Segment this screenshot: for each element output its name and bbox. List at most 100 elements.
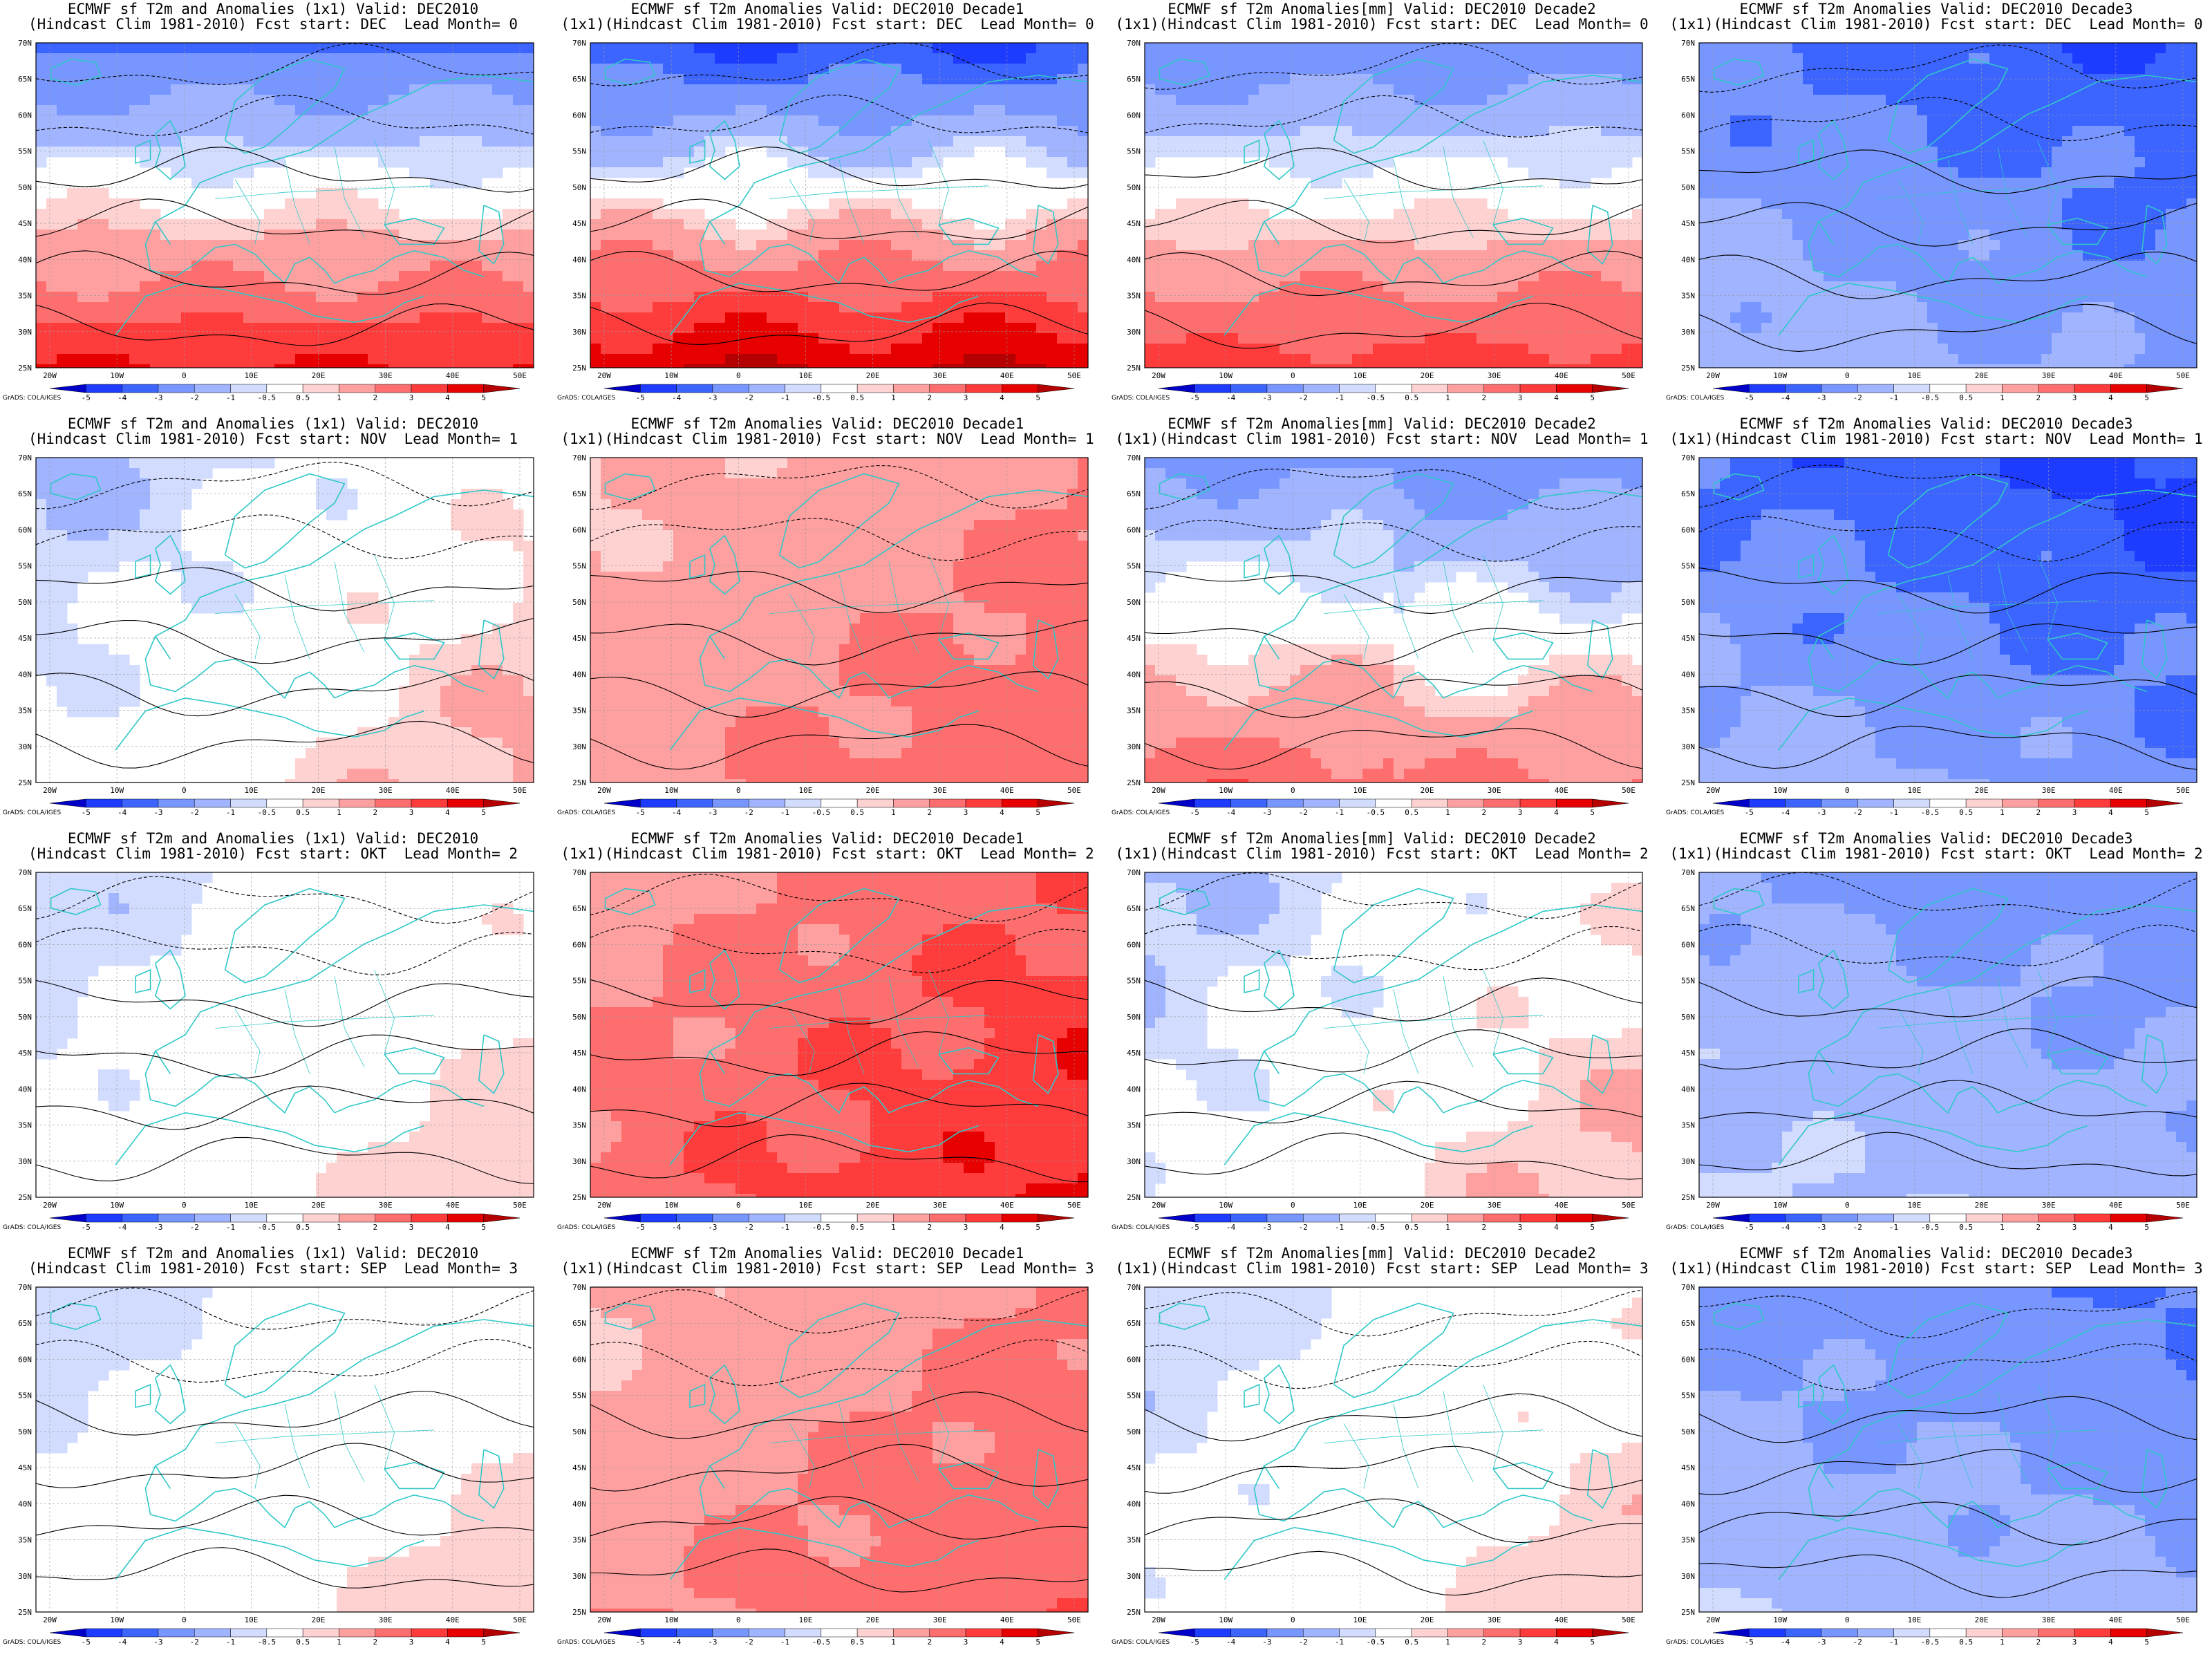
colorbar: -5 -4 -3 -2 -1 -0.5 0.5 1 2 3 4 5 [1712, 1628, 2184, 1647]
colorbar-tick-label: 4 [2108, 1223, 2113, 1232]
latitude-label: 50N [18, 183, 32, 192]
latitude-label: 60N [1681, 1355, 1695, 1364]
colorbar-swatch [603, 384, 641, 393]
latitude-label: 50N [1681, 598, 1695, 607]
colorbar-swatch [2038, 798, 2075, 808]
panel-subtitle: (1x1)(Hindcast Clim 1981-2010) Fcst star… [561, 431, 1094, 447]
longitude-label: 30E [933, 371, 947, 380]
colorbar-tick-label: -0.5 [258, 808, 276, 817]
colorbar-swatch [2038, 384, 2075, 393]
latitude-label: 40N [1127, 1499, 1141, 1508]
grads-credit: GrADS: COLA/IGES [1666, 1639, 1724, 1646]
colorbar-swatch [1483, 798, 1521, 808]
colorbar-swatch [1893, 1213, 1931, 1223]
country-borders [1878, 554, 2098, 659]
colorbar-swatch [122, 798, 159, 808]
colorbar-tick-label: -3 [708, 808, 717, 817]
colorbar-tick-label: -2 [1853, 393, 1862, 402]
longitude-label: 50E [513, 1615, 527, 1624]
colorbar-tick-label: 2 [1481, 1638, 1486, 1647]
colorbar-swatch [1821, 798, 1858, 808]
colorbar-tick-label: -2 [744, 1223, 753, 1232]
colorbar-tick-label: 3 [964, 1223, 968, 1232]
colorbar-swatch [640, 384, 677, 393]
country-borders [1324, 554, 1544, 659]
panel-title: ECMWF sf T2m Anomalies[mm] Valid: DEC201… [1168, 1245, 1596, 1262]
colorbar-tick-label: 3 [2072, 808, 2077, 817]
colorbar-tick-label: 2 [373, 1638, 377, 1647]
longitude-label: 0 [736, 1615, 741, 1624]
colorbar-swatch [1266, 384, 1304, 393]
colorbar-tick-label: 0.5 [1405, 393, 1418, 402]
colorbar-swatch [712, 798, 749, 808]
colorbar-tick-label: -2 [744, 1638, 753, 1647]
latitude-label: 50N [572, 598, 586, 607]
colorbar-swatch [785, 1213, 822, 1223]
colorbar-swatch [1556, 798, 1593, 808]
colorbar-swatch [1375, 798, 1412, 808]
longitude-label: 50E [2176, 371, 2190, 380]
colorbar-swatch [1929, 384, 1967, 393]
colorbar-tick-label: 3 [1518, 1223, 1523, 1232]
longitude-label: 50E [513, 1201, 527, 1210]
colorbar-swatch [2074, 384, 2111, 393]
colorbar-tick-label: -5 [636, 393, 645, 402]
anomaly-map: 70N 65N 60N 55N 50N 45N 40N 35N 30N 25N 20W 10W 0 10E… [1112, 868, 1643, 1232]
colorbar-tick-label: -2 [744, 393, 753, 402]
latitude-label: 30N [1127, 1157, 1141, 1166]
colorbar-swatch [375, 1628, 412, 1638]
latitude-label: 50N [572, 183, 586, 192]
colorbar-tick-label: 0.5 [1405, 1223, 1418, 1232]
colorbar-swatch [1712, 384, 1750, 393]
grads-credit: GrADS: COLA/IGES [1666, 809, 1724, 816]
coastlines [1713, 1302, 2197, 1580]
colorbar-tick-label: 3 [2072, 1638, 2077, 1647]
map-frame [1698, 457, 2197, 783]
colorbar-tick-label: -0.5 [1921, 1638, 1940, 1647]
latitude-label: 65N [1127, 489, 1141, 498]
colorbar-swatch [929, 384, 966, 393]
anomaly-shading [1699, 458, 2197, 782]
colorbar-tick-label: -0.5 [1367, 808, 1385, 817]
longitude-label: 40E [446, 1201, 460, 1210]
colorbar-swatch [266, 384, 303, 393]
map-frame [590, 457, 1089, 783]
colorbar-swatch [447, 1628, 484, 1638]
colorbar-tick-label: -4 [672, 1223, 682, 1232]
country-borders [215, 140, 435, 245]
colorbar-swatch [1002, 1213, 1038, 1223]
colorbar-swatch [1857, 798, 1894, 808]
colorbar-tick-label: 5 [2144, 1223, 2149, 1232]
colorbar-swatch [1519, 798, 1557, 808]
anomaly-map: 70N 65N 60N 55N 50N 45N 40N 35N 30N 25N 20W 10W 0 10E… [3, 1283, 534, 1647]
latitude-label: 35N [572, 706, 586, 715]
colorbar-tick-label: 3 [2072, 393, 2077, 402]
latitude-label: 55N [18, 977, 32, 986]
panel-title: ECMWF sf T2m Anomalies[mm] Valid: DEC201… [1168, 830, 1596, 847]
longitude-label: 20W [43, 1201, 57, 1210]
longitude-label: 30E [379, 786, 393, 795]
colorbar-tick-label: -2 [190, 1223, 199, 1232]
longitude-label: 10E [1907, 1615, 1921, 1624]
coastlines [604, 1302, 1088, 1580]
colorbar-tick-label: -2 [1299, 393, 1308, 402]
latitude-label: 50N [1127, 183, 1141, 192]
colorbar-tick-label: -5 [82, 393, 91, 402]
country-borders [215, 554, 435, 659]
colorbar-tick-label: -0.5 [812, 1223, 831, 1232]
colorbar-swatch [785, 384, 822, 393]
longitude-label: 30E [1488, 1201, 1501, 1210]
colorbar-tick-label: -4 [118, 393, 127, 402]
latitude-label: 55N [1127, 147, 1141, 156]
map-panel: ECMWF sf T2m Anomalies Valid: DEC2010 De… [1663, 415, 2209, 830]
longitude-label: 30E [379, 371, 393, 380]
colorbar-tick-label: -5 [82, 1223, 91, 1232]
latitude-label: 55N [572, 147, 586, 156]
grads-credit: GrADS: COLA/IGES [1666, 395, 1724, 402]
colorbar-swatch [1893, 798, 1931, 808]
colorbar-swatch [1592, 798, 1629, 808]
colorbar-tick-label: 4 [445, 1638, 450, 1647]
colorbar-swatch [2074, 798, 2111, 808]
latitude-label: 35N [1127, 292, 1141, 301]
colorbar-tick-label: 3 [409, 808, 414, 817]
